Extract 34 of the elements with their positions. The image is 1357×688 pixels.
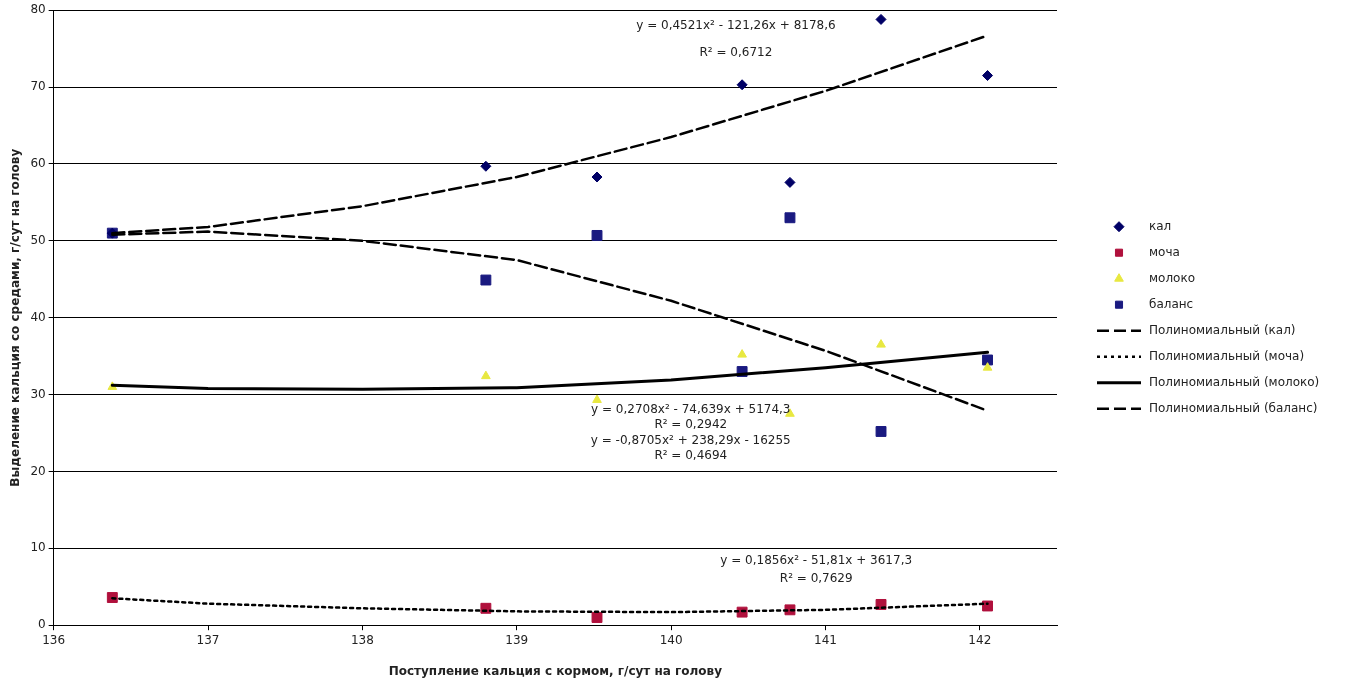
legend-label: молоко [1149, 270, 1195, 285]
annotation: y = 0,1856x² - 51,81x + 3617,3 [720, 552, 913, 567]
y-axis-title: Выделение кальция со средами, г/сут на голову [8, 148, 23, 487]
x-tick-label: 141 [814, 632, 837, 647]
y-tick-label: 0 [38, 617, 46, 632]
annotation: y = 0,4521x² - 121,26x + 8178,6 [636, 17, 836, 32]
y-tick-label: 80 [30, 2, 46, 17]
y-tick-label: 60 [30, 156, 46, 171]
y-tick-label: 40 [30, 309, 46, 324]
annotation: y = -0,8705x² + 238,29x - 16255 [590, 432, 791, 447]
y-tick-label: 20 [30, 463, 46, 478]
annotation: R² = 0,4694 [654, 448, 728, 463]
annotation: R² = 0,7629 [779, 571, 853, 586]
x-tick-label: 136 [42, 632, 66, 647]
legend-label: кал [1149, 218, 1172, 233]
legend-label: Полиномиальный (моча) [1149, 348, 1305, 363]
x-tick-label: 138 [350, 632, 374, 647]
y-tick-label: 50 [30, 232, 46, 247]
x-axis-title: Поступление кальция с кормом, г/сут на голову [388, 663, 723, 678]
legend-label: Полиномиальный (баланс) [1149, 400, 1318, 415]
y-tick-label: 70 [30, 79, 46, 94]
legend-label: Полиномиальный (кал) [1149, 322, 1296, 337]
legend-label: моча [1149, 244, 1180, 259]
x-tick-label: 137 [196, 632, 220, 647]
annotation: y = 0,2708x² - 74,639x + 5174,3 [591, 402, 791, 417]
x-tick-label: 142 [968, 632, 992, 647]
annotation: R² = 0,2942 [654, 417, 728, 432]
legend-label: баланс [1149, 296, 1194, 311]
annotation: R² = 0,6712 [699, 45, 773, 60]
x-tick-label: 140 [659, 632, 683, 647]
y-tick-label: 10 [30, 540, 46, 555]
y-tick-label: 30 [30, 386, 46, 401]
x-tick-label: 139 [505, 632, 529, 647]
legend-label: Полиномиальный (молоко) [1149, 374, 1320, 389]
